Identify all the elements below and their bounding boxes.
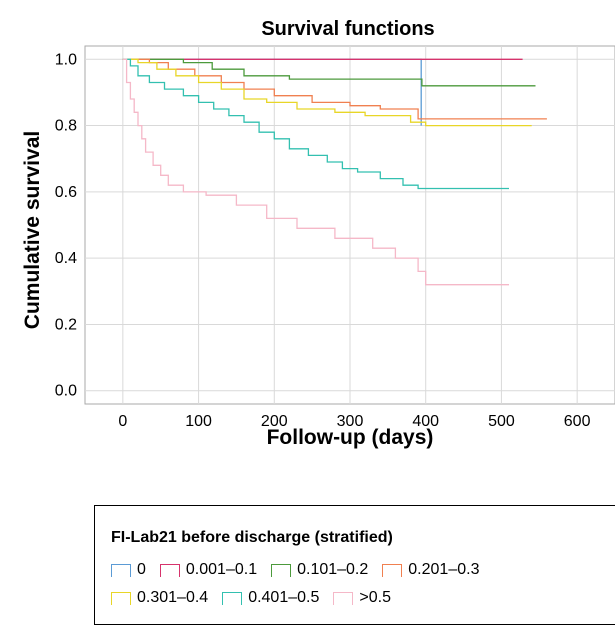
y-tick-label: 0.0	[55, 383, 77, 400]
y-tick-label: 0.8	[55, 118, 77, 135]
x-axis-title: Follow-up (days)	[267, 426, 434, 449]
y-axis-title: Cumulative survival	[21, 131, 44, 329]
x-tick-label: 400	[412, 413, 439, 430]
legend-label: 0.201–0.3	[408, 561, 480, 578]
y-tick-label: 0.6	[55, 184, 77, 201]
legend-row: 0 0.001–0.1 0.101–0.2 0.201–0.3	[111, 561, 493, 579]
x-tick-label: 600	[564, 413, 591, 430]
legend-title: FI-Lab21 before discharge (stratified)	[111, 529, 393, 546]
y-tick-label: 1.0	[55, 51, 77, 68]
x-tick-label: 0	[118, 413, 127, 430]
legend-row: 0.301–0.4 0.401–0.5 >0.5	[111, 589, 405, 607]
legend-item: 0.101–0.2	[271, 561, 368, 579]
legend-item: 0	[111, 561, 146, 579]
legend-label: 0.401–0.5	[248, 589, 320, 606]
x-tick-label: 300	[337, 413, 364, 430]
y-tick-label: 0.4	[55, 250, 77, 267]
survival-curve	[122, 58, 547, 120]
legend-swatch	[333, 591, 354, 605]
legend-swatch	[111, 591, 131, 605]
legend-item: 0.001–0.1	[159, 561, 258, 579]
chart-title: Survival functions	[261, 18, 434, 40]
survival-curve	[122, 58, 509, 286]
survival-curve	[122, 58, 536, 87]
legend-label: >0.5	[359, 589, 391, 606]
legend-swatch	[222, 591, 243, 605]
y-tick-label: 0.2	[55, 316, 77, 333]
legend-item: 0.201–0.3	[382, 561, 479, 579]
legend-label: 0.001–0.1	[185, 561, 258, 578]
survival-curve	[122, 58, 532, 127]
legend-swatch	[111, 563, 131, 577]
legend-label: 0.301–0.4	[137, 589, 209, 606]
legend-swatch	[159, 563, 180, 577]
legend-swatch	[271, 563, 292, 577]
legend-item: >0.5	[333, 589, 391, 607]
survival-curve	[122, 58, 509, 190]
legend-swatch	[382, 563, 403, 577]
legend-item: 0.401–0.5	[222, 589, 319, 607]
legend: FI-Lab21 before discharge (stratified) 0…	[94, 505, 615, 625]
x-tick-label: 500	[488, 413, 515, 430]
legend-label: 0	[137, 561, 146, 578]
legend-item: 0.301–0.4	[111, 589, 208, 607]
legend-label: 0.101–0.2	[297, 561, 369, 578]
x-tick-label: 100	[185, 413, 212, 430]
survival-chart: Survival functions 0 100 200 300 400 500 600 0.…	[21, 18, 615, 449]
x-tick-label: 200	[261, 413, 288, 430]
